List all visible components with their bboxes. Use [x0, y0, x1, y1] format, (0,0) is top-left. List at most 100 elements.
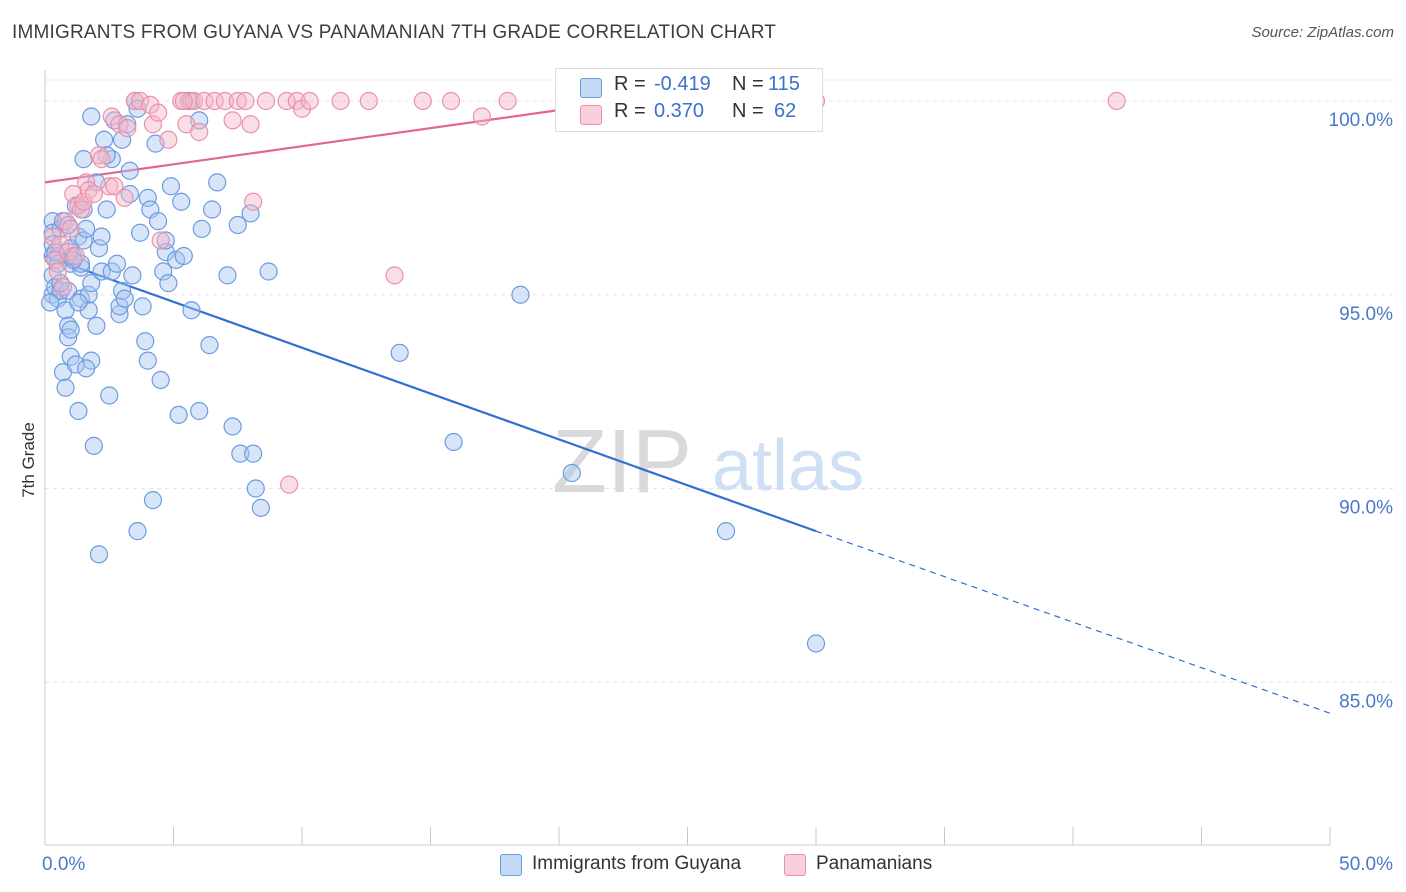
guyana-point	[89, 239, 109, 258]
guyana-point	[100, 386, 119, 405]
guyana-point	[138, 351, 157, 370]
panamanian-point	[195, 91, 214, 111]
legend-blue-n-label: N =	[732, 73, 764, 95]
panamanian-point	[441, 91, 461, 111]
panamanian-point	[141, 95, 160, 114]
guyana-point	[143, 491, 163, 510]
panamanian-point	[61, 219, 80, 238]
guyana-point	[241, 204, 260, 223]
guyana-point	[716, 522, 736, 541]
panamanian-point	[148, 103, 168, 122]
guyana-point	[112, 130, 132, 149]
guyana-point	[151, 370, 170, 390]
guyana-point	[115, 289, 134, 308]
correlation-legend: R = -0.419 N = 115 R = 0.370 N = 62	[555, 68, 823, 132]
trend-layer	[44, 99, 1331, 714]
guyana-point	[82, 274, 101, 293]
panamanian-point	[205, 91, 224, 111]
panamanian-point	[190, 122, 209, 142]
guyana-point	[74, 231, 93, 250]
guyana-point	[202, 200, 222, 219]
panamanian-point	[244, 192, 263, 211]
panamanian-point	[472, 107, 491, 126]
guyana-point	[82, 107, 101, 126]
guyana-point	[208, 173, 227, 192]
guyana-point	[95, 130, 114, 149]
panamanian-point	[51, 235, 70, 254]
guyana-point	[182, 301, 201, 320]
panamanian-point	[223, 111, 242, 130]
y-tick-label: 90.0%	[1339, 498, 1393, 519]
guyana-point	[92, 262, 111, 281]
panamanian-point	[143, 115, 163, 134]
panamanian-point	[118, 119, 137, 138]
guyana-point	[41, 293, 60, 312]
panamanian-point	[359, 91, 378, 111]
guyana-point	[161, 177, 181, 196]
panamanian-point	[130, 91, 150, 111]
panamanian-point	[241, 115, 260, 134]
y-tick-label: 100.0%	[1329, 110, 1394, 131]
guyana-trend-line	[44, 254, 817, 533]
panamanian-point	[174, 91, 193, 111]
panamanian-point	[280, 475, 299, 494]
panamanian-point	[105, 177, 124, 196]
guyana-point	[172, 192, 191, 211]
panamanian-trend-line	[44, 99, 624, 184]
legend-pink-r-value: 0.370	[654, 100, 705, 122]
guyana-trend-extension	[815, 530, 1331, 714]
guyana-point	[87, 316, 106, 335]
guyana-point	[56, 378, 75, 397]
guyana-point	[69, 401, 88, 421]
grid-layer	[45, 79, 1393, 683]
panamanian-point	[498, 91, 517, 111]
guyana-point	[107, 254, 127, 273]
panamanian-point	[100, 177, 119, 196]
guyana-point	[223, 417, 242, 436]
guyana-point	[61, 320, 80, 339]
guyana-point	[156, 231, 175, 250]
panamanian-point	[48, 262, 67, 281]
guyana-point	[77, 359, 96, 378]
guyana-point	[390, 343, 409, 362]
guyana-point	[251, 498, 270, 517]
panamanian-point	[413, 91, 432, 111]
series-legend-pink-label: Panamanians	[816, 853, 933, 874]
watermark-atlas: atlas	[712, 426, 864, 506]
guyana-point	[74, 150, 93, 169]
panamanian-point	[184, 91, 204, 111]
series-legend: Immigrants from Guyana Panamanians	[0, 852, 1406, 878]
panamanian-point	[43, 227, 62, 246]
guyana-point	[511, 285, 530, 304]
watermark: ZIP atlas	[552, 412, 864, 512]
guyana-point	[71, 258, 91, 277]
panamanian-point	[292, 99, 312, 118]
guyana-point	[169, 405, 188, 424]
guyana-point	[159, 274, 178, 293]
panamanian-point	[151, 231, 170, 250]
chart-title: IMMIGRANTS FROM GUYANA VS PANAMANIAN 7TH…	[12, 22, 777, 43]
guyana-point	[120, 161, 139, 180]
panamanian-point	[159, 130, 178, 149]
panamanian-point	[102, 107, 121, 126]
panamanian-point	[115, 188, 134, 207]
guyana-point	[89, 545, 109, 564]
legend-blue-swatch	[580, 78, 602, 98]
legend-blue-r-label: R =	[614, 73, 646, 95]
guyana-point	[97, 200, 116, 219]
series-legend-blue-swatch	[500, 854, 522, 876]
guyana-point	[123, 266, 142, 285]
series-legend-pink-swatch	[784, 854, 806, 876]
legend-row-pink: R = 0.370 N = 62	[556, 100, 822, 128]
panamanian-point	[228, 91, 247, 111]
panamanian-point	[256, 91, 276, 111]
guyana-point	[69, 293, 88, 312]
guyana-point	[77, 219, 96, 238]
panamanian-point	[385, 266, 404, 285]
y-tick-label: 95.0%	[1339, 304, 1393, 325]
panamanian-point	[277, 91, 296, 111]
guyana-point	[136, 332, 155, 351]
guyana-point	[84, 436, 103, 455]
guyana-point	[806, 634, 826, 653]
series-legend-blue-label: Immigrants from Guyana	[532, 853, 742, 874]
